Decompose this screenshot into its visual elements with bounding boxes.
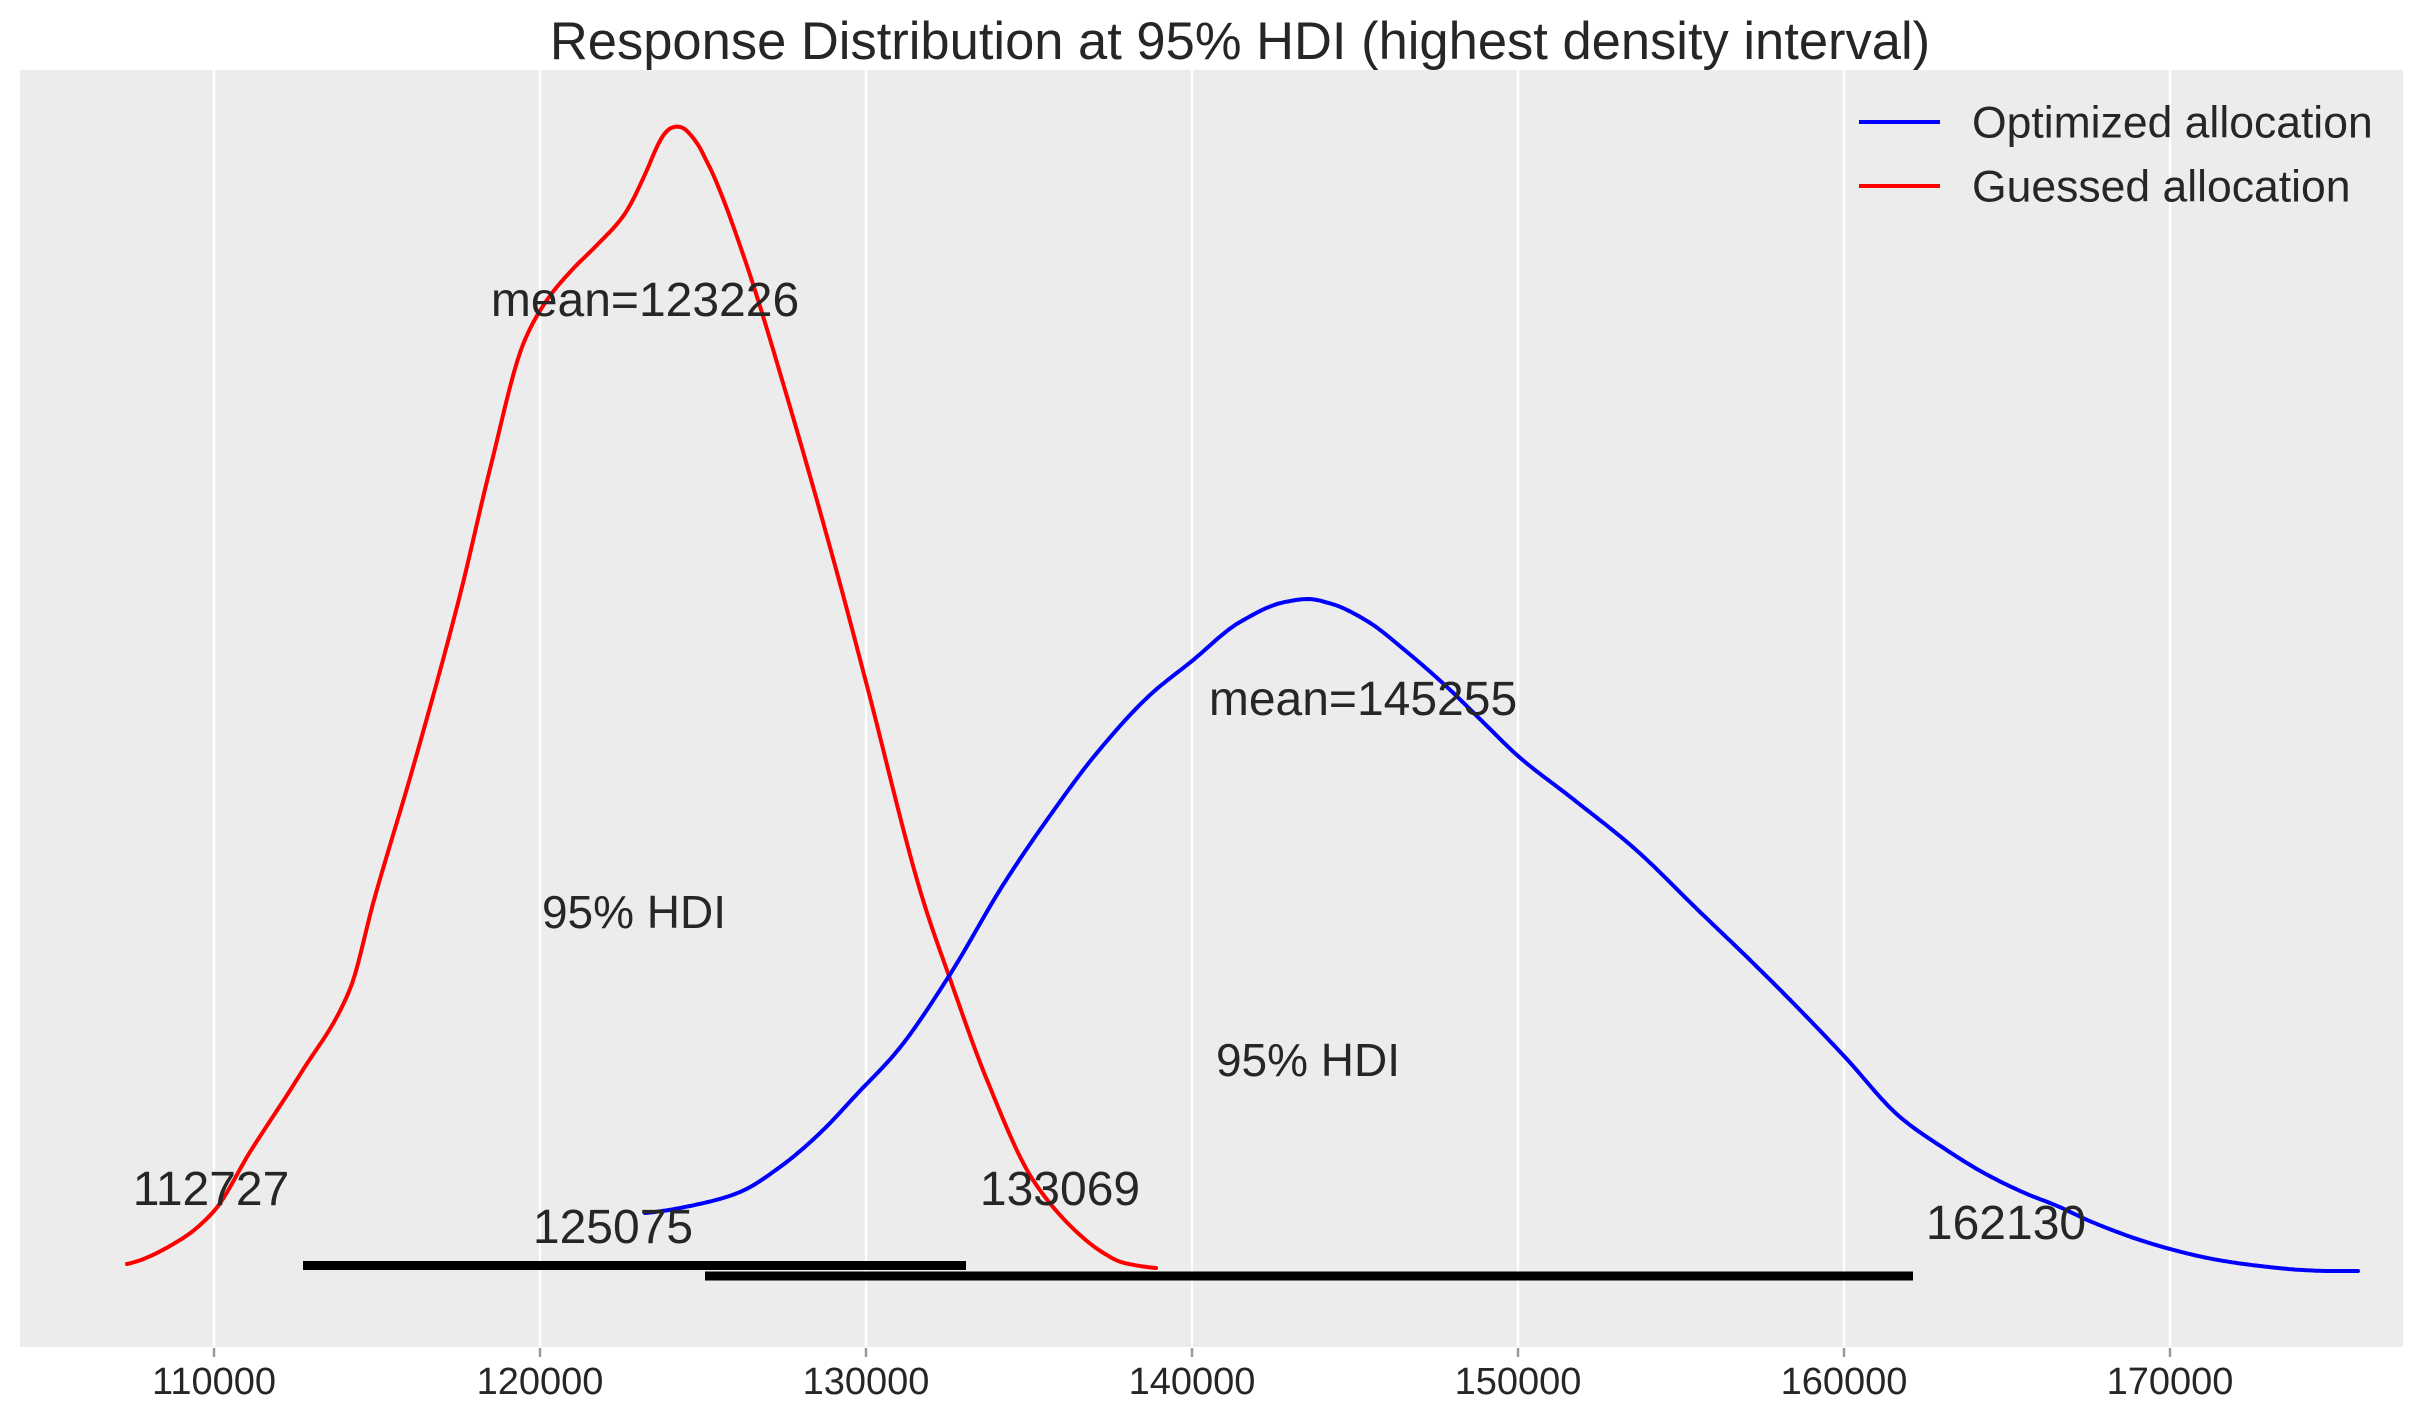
svg-text:170000: 170000 [2107,1361,2234,1403]
svg-text:Guessed allocation: Guessed allocation [1972,163,2351,212]
svg-text:Response Distribution at 95% H: Response Distribution at 95% HDI (highes… [550,12,1930,71]
svg-text:160000: 160000 [1781,1361,1908,1403]
svg-text:120000: 120000 [477,1361,604,1403]
svg-text:130000: 130000 [803,1361,930,1403]
svg-text:162130: 162130 [1926,1197,2086,1250]
svg-text:140000: 140000 [1129,1361,1256,1403]
svg-text:95% HDI: 95% HDI [542,886,726,938]
svg-text:mean=123226: mean=123226 [491,274,799,327]
svg-text:110000: 110000 [152,1361,276,1403]
svg-text:133069: 133069 [980,1163,1140,1216]
svg-text:mean=145255: mean=145255 [1209,673,1517,726]
svg-text:Optimized allocation: Optimized allocation [1972,99,2373,148]
svg-text:125075: 125075 [533,1201,693,1254]
svg-text:95% HDI: 95% HDI [1216,1034,1400,1086]
svg-text:112727: 112727 [133,1163,290,1216]
svg-text:150000: 150000 [1455,1361,1582,1403]
